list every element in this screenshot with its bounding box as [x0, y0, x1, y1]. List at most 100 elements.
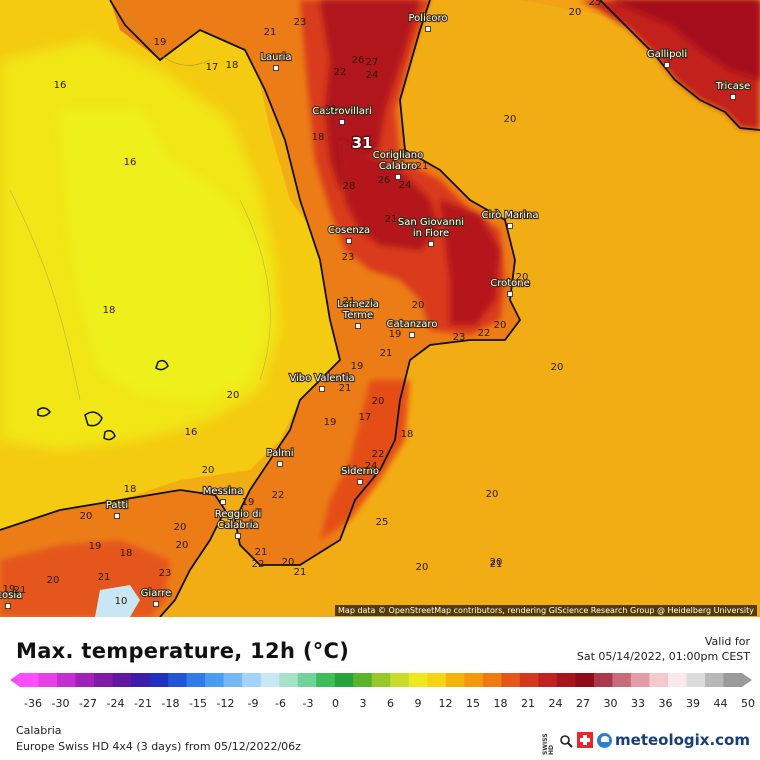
valid-for-label: Valid for — [704, 635, 750, 648]
temperature-label: 19 — [389, 329, 402, 340]
city-name: Palmi — [266, 448, 293, 459]
scale-color-segment — [223, 673, 243, 687]
scale-tick-label: 6 — [387, 697, 394, 710]
scale-color-segment — [316, 673, 336, 687]
scale-tick-label: 39 — [686, 697, 700, 710]
temperature-label: 17 — [359, 412, 372, 423]
map-header: Max. temperature, 12h (°C) Valid for Sat… — [0, 617, 760, 669]
temperature-label: 20 — [227, 390, 240, 401]
scale-color-segment — [20, 673, 40, 687]
scale-color-segment — [297, 673, 317, 687]
temperature-label: 24 — [399, 180, 412, 191]
scale-tick-label: -36 — [24, 697, 42, 710]
city-dot — [425, 26, 431, 32]
city-name: Castrovillari — [312, 106, 372, 117]
city-dot — [319, 386, 325, 392]
city-name: Lamezia — [337, 299, 379, 310]
island-small — [37, 407, 51, 417]
city-name: Reggio di — [215, 509, 262, 520]
scale-tick-label: 21 — [521, 697, 535, 710]
scale-tick-label: 18 — [494, 697, 508, 710]
swiss-flag-icon — [577, 732, 594, 748]
scale-tick-label: -21 — [134, 697, 152, 710]
temperature-label: 10 — [115, 596, 128, 607]
city-marker: Giarre — [140, 587, 172, 607]
city-marker: Catanzaro — [385, 318, 439, 338]
city-marker: Policoro — [407, 12, 449, 32]
city-marker: Messina — [202, 485, 244, 505]
temperature-label: 26 — [352, 55, 365, 66]
scale-color-segment — [538, 673, 558, 687]
temperature-label: 21 — [325, 104, 338, 115]
scale-color-segment — [371, 673, 391, 687]
temperature-label: 16 — [54, 80, 67, 91]
calabria-coastline — [109, 0, 522, 566]
temperature-label: 20 — [47, 575, 60, 586]
city-name: in Fiore — [413, 228, 449, 239]
city-dot — [730, 94, 736, 100]
scale-color-segment — [575, 673, 595, 687]
color-scale: -36 -30 -27 -24 -21 -18 -15 -12 -9 -6 -3 0 3 6 9 12 15 18… — [0, 669, 760, 711]
city-dot — [395, 174, 401, 180]
temperature-label: 20 — [551, 362, 564, 373]
scale-tick-label: 44 — [714, 697, 728, 710]
temperature-label: 18 — [312, 132, 325, 143]
temperature-label: 21 — [14, 585, 27, 596]
contour-line — [239, 199, 271, 381]
city-name: Patti — [106, 500, 128, 511]
scale-color-segment — [131, 673, 151, 687]
city-marker: icosia — [0, 589, 23, 609]
city-name: Tricase — [715, 81, 751, 92]
temperature-label: 20 — [372, 396, 385, 407]
temperature-label: 20 — [282, 557, 295, 568]
temperature-label: 25 — [376, 517, 389, 528]
temperature-label: 18 — [124, 484, 137, 495]
scale-tick-label: -3 — [303, 697, 314, 710]
city-dot — [507, 223, 513, 229]
sicily-coastline — [0, 489, 227, 617]
logo-group: SWISS HD meteologix.com — [542, 725, 750, 755]
temperature-label: 24 — [366, 70, 379, 81]
scale-color-segment — [686, 673, 706, 687]
island-stromboli — [84, 411, 103, 427]
city-name: Siderno — [341, 466, 379, 477]
scale-tick-label: -6 — [275, 697, 286, 710]
temperature-label: 17 — [206, 62, 219, 73]
scale-tick-label: 15 — [466, 697, 480, 710]
city-name: Calabro — [379, 161, 417, 172]
temperature-label: 19 — [351, 361, 364, 372]
scale-color-segment — [390, 673, 410, 687]
scale-color-segment — [75, 673, 95, 687]
city-name: icosia — [0, 590, 22, 601]
temperature-label: 19 — [89, 541, 102, 552]
color-scale-bar: -36 -30 -27 -24 -21 -18 -15 -12 -9 -6 -3 0 3 6 9 12 15 18… — [10, 673, 755, 710]
meteologix-brand-text: meteologix.com — [615, 731, 750, 749]
model-run-info: Europe Swiss HD 4x4 (3 days) from 05/12/… — [16, 740, 301, 753]
valid-for-date: Sat 05/14/2022, 01:00pm CEST — [576, 650, 750, 663]
city-marker: Cosenza — [327, 224, 371, 244]
temperature-label: 19 — [154, 37, 167, 48]
map-view[interactable]: Policoro Lauria Gallipoli Tricase Castrovill… — [0, 0, 760, 617]
max-temperature-label: 31 — [352, 134, 373, 152]
scale-tick-label: 30 — [604, 697, 618, 710]
city-dot — [153, 601, 159, 607]
crotone-hot-zone — [440, 200, 500, 325]
map-attribution[interactable]: Map data © OpenStreetMap contributors, r… — [335, 605, 757, 616]
scale-color-segment — [38, 673, 58, 687]
temperature-label: 18 — [226, 60, 239, 71]
temperature-label: 21 — [380, 348, 393, 359]
city-name: Vibo Valentia — [289, 373, 354, 384]
temperature-label: 18 — [120, 548, 133, 559]
island-small-2 — [103, 429, 116, 441]
scale-tick-label: 27 — [576, 697, 590, 710]
city-dot — [277, 461, 283, 467]
temperature-label: 21 — [339, 383, 352, 394]
swiss-hd-label: SWISS HD — [542, 733, 556, 755]
scale-color-segment — [94, 673, 114, 687]
city-name: Cirò Marina — [481, 209, 538, 221]
meteologix-logo[interactable]: meteologix.com — [597, 731, 750, 749]
temperature-label: 27 — [366, 57, 379, 68]
temperature-label: 26 — [378, 175, 391, 186]
